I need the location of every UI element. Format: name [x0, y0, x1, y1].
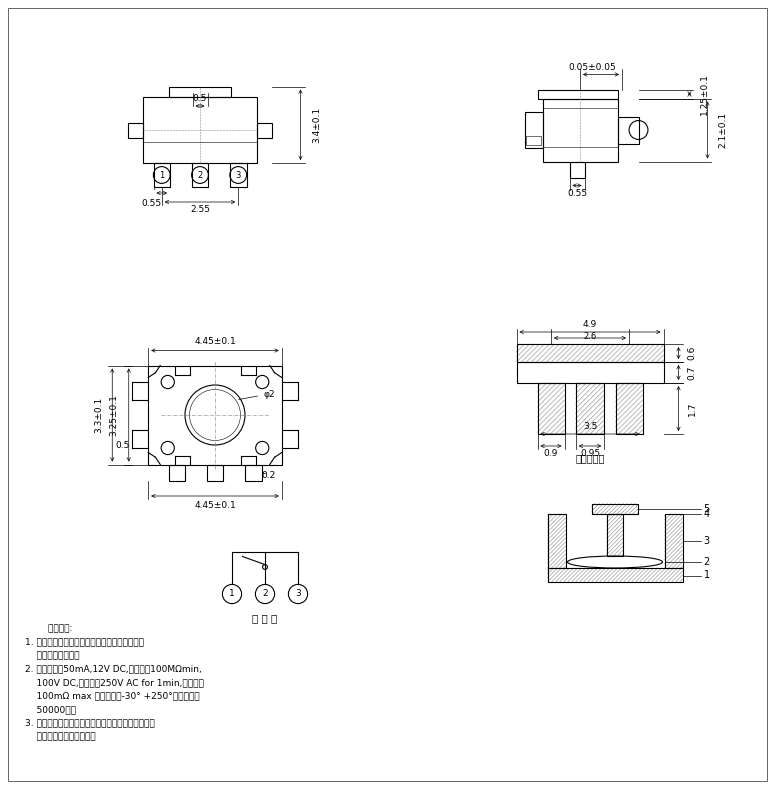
Text: 电 路 图: 电 路 图	[253, 614, 277, 623]
Text: 技术要求:: 技术要求:	[25, 624, 72, 633]
Text: 1: 1	[229, 589, 235, 599]
Text: 2.55: 2.55	[190, 205, 210, 214]
Bar	[191, 163, 208, 187]
Text: 0.05±0.05: 0.05±0.05	[568, 62, 616, 72]
Bar	[245, 465, 261, 481]
Bar	[257, 122, 272, 137]
Text: 安装参考图: 安装参考图	[575, 453, 604, 463]
Text: 3.25±0.1: 3.25±0.1	[109, 394, 119, 436]
Bar	[169, 87, 232, 97]
Text: 4.9: 4.9	[583, 320, 597, 329]
Bar	[607, 514, 623, 556]
Text: 1. 塑料件表面光洁无划伤、水花、变形，影响外: 1. 塑料件表面光洁无划伤、水花、变形，影响外	[25, 638, 144, 646]
Text: 4: 4	[704, 509, 710, 519]
Text: 0.9: 0.9	[544, 449, 558, 458]
Bar	[148, 365, 282, 465]
Bar	[525, 112, 542, 148]
Text: 2: 2	[704, 557, 710, 567]
Text: 1.25±0.1: 1.25±0.1	[700, 73, 709, 115]
Text: 4.45±0.1: 4.45±0.1	[194, 337, 236, 346]
Text: 2: 2	[262, 589, 268, 599]
Bar	[592, 503, 639, 514]
Text: 1.7: 1.7	[687, 402, 697, 416]
Text: 3: 3	[295, 589, 301, 599]
Text: 0.5: 0.5	[193, 94, 207, 103]
Bar	[143, 97, 257, 163]
Text: 1: 1	[704, 570, 710, 581]
Text: 100mΩ max ，操作温度-30° +250°，使用寿命: 100mΩ max ，操作温度-30° +250°，使用寿命	[25, 691, 200, 701]
Text: 5: 5	[704, 503, 710, 514]
Text: 0.2: 0.2	[262, 471, 276, 481]
Text: 50000次。: 50000次。	[25, 705, 76, 714]
Bar	[547, 514, 566, 568]
Bar	[168, 465, 185, 481]
Text: 0.95: 0.95	[580, 449, 600, 458]
Bar	[538, 89, 618, 99]
Text: 0.6: 0.6	[687, 346, 697, 361]
Bar	[542, 99, 618, 162]
Text: 2.6: 2.6	[584, 332, 597, 341]
Text: 0.7: 0.7	[687, 365, 697, 380]
Text: 100V DC,介电强度250V AC for 1min,接触电阻: 100V DC,介电强度250V AC for 1min,接触电阻	[25, 678, 204, 687]
Text: 2.1±0.1: 2.1±0.1	[718, 112, 727, 148]
Text: 0.55: 0.55	[141, 199, 161, 208]
Bar	[664, 514, 683, 568]
Text: 2: 2	[198, 170, 202, 180]
Bar	[615, 383, 642, 434]
Bar	[153, 163, 170, 187]
Text: 3: 3	[704, 536, 710, 546]
Bar	[547, 568, 683, 581]
Text: 外力后，应能快速回位。: 外力后，应能快速回位。	[25, 732, 95, 741]
Bar	[570, 162, 584, 178]
Bar	[128, 122, 143, 137]
Bar	[538, 383, 564, 434]
Bar	[516, 344, 663, 362]
Text: 3.5: 3.5	[583, 422, 598, 431]
Text: 3.3±0.1: 3.3±0.1	[95, 397, 103, 433]
Bar	[230, 163, 246, 187]
Text: 0.55: 0.55	[567, 189, 587, 197]
Text: φ2: φ2	[239, 390, 274, 399]
Text: 3.4±0.1: 3.4±0.1	[312, 107, 322, 143]
Bar	[618, 117, 639, 144]
Text: 3. 开关手感明显，档位清晰可靠，无卡滞现象，消除: 3. 开关手感明显，档位清晰可靠，无卡滞现象，消除	[25, 719, 155, 727]
Bar	[576, 383, 605, 434]
Text: 观及性能等缺陷。: 观及性能等缺陷。	[25, 651, 80, 660]
Text: 0.5: 0.5	[115, 440, 130, 450]
Text: 1: 1	[159, 170, 164, 180]
Bar	[207, 465, 223, 481]
Text: 4.45±0.1: 4.45±0.1	[194, 500, 236, 510]
Text: 2. 额定电流：50mA,12V DC,绝缘电阻100MΩmin,: 2. 额定电流：50mA,12V DC,绝缘电阻100MΩmin,	[25, 664, 202, 674]
Bar	[516, 362, 663, 383]
Text: 3: 3	[236, 170, 241, 180]
Bar	[526, 136, 541, 145]
